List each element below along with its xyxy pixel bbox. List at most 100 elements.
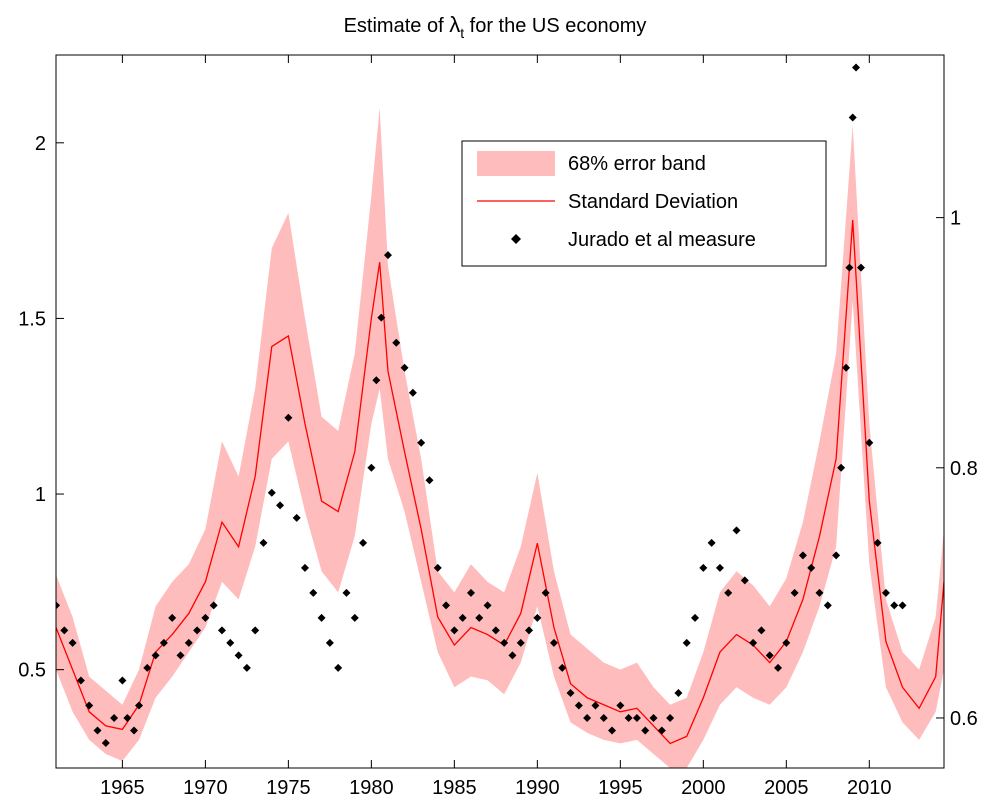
jurado-point (350, 613, 359, 622)
axes-frame (55, 54, 945, 769)
jurado-point (242, 663, 251, 672)
jurado-point (740, 576, 749, 585)
jurado-point (707, 538, 716, 547)
jurado-point (845, 263, 854, 272)
jurado-point (367, 463, 376, 472)
jurado-point (837, 463, 846, 472)
jurado-point (143, 663, 152, 672)
jurado-point (641, 726, 650, 735)
jurado-point (583, 713, 592, 722)
jurado-point (377, 313, 386, 322)
legend-band-swatch (477, 151, 555, 176)
jurado-point (558, 663, 567, 672)
jurado-point (682, 638, 691, 647)
jurado-point (591, 701, 600, 710)
jurado-point (56, 601, 60, 610)
jurado-point (798, 551, 807, 560)
jurado-point (267, 488, 276, 497)
jurado-point (325, 638, 334, 647)
jurado-point (159, 638, 168, 647)
jurado-point (657, 726, 666, 735)
jurado-point (599, 713, 608, 722)
y-left-tick-label: 2 (35, 133, 46, 155)
jurado-point (85, 701, 94, 710)
jurado-point (823, 601, 832, 610)
jurado-point (516, 638, 525, 647)
jurado-point (724, 588, 733, 597)
jurado-point (201, 613, 210, 622)
jurado-point (76, 676, 85, 685)
legend-marker-swatch (511, 234, 521, 244)
plot-area (56, 63, 944, 768)
y-right-tick-label: 0.8 (950, 458, 978, 480)
jurado-point (400, 363, 409, 372)
x-tick-label: 2000 (681, 777, 726, 797)
title-prefix: Estimate of (344, 15, 450, 37)
jurado-point (691, 613, 700, 622)
x-tick-label: 1980 (349, 777, 394, 797)
jurado-point (865, 438, 874, 447)
legend-label: Standard Deviation (568, 191, 738, 213)
svg-text:Estimate of λt for the US econ: Estimate of λt for the US economy (344, 12, 647, 41)
jurado-point (417, 438, 426, 447)
jurado-point (500, 638, 509, 647)
jurado-point (873, 538, 882, 547)
jurado-point (383, 251, 392, 260)
jurado-point (442, 601, 451, 610)
jurado-point (408, 388, 417, 397)
jurado-point (832, 551, 841, 560)
jurado-point (334, 663, 343, 672)
x-tick-label: 1970 (183, 777, 228, 797)
jurado-point (549, 638, 558, 647)
jurado-point (815, 588, 824, 597)
jurado-point (757, 626, 766, 635)
jurado-point (151, 651, 160, 660)
x-tick-label: 1990 (515, 777, 560, 797)
legend: 68% error band Standard Deviation Jurado e… (461, 140, 827, 267)
jurado-point (184, 638, 193, 647)
jurado-point (217, 626, 226, 635)
jurado-point (566, 688, 575, 697)
title-suffix: for the US economy (464, 15, 646, 37)
jurado-point (632, 713, 641, 722)
jurado-point (674, 688, 683, 697)
jurado-point (881, 588, 890, 597)
jurado-point (309, 588, 318, 597)
jurado-point (774, 663, 783, 672)
jurado-point (616, 701, 625, 710)
jurado-point (372, 376, 381, 385)
jurado-point (491, 626, 500, 635)
jurado-point (782, 638, 791, 647)
jurado-point (765, 651, 774, 660)
title-subscript: t (460, 25, 464, 41)
jurado-point (666, 713, 675, 722)
jurado-point (533, 613, 542, 622)
jurado-point (259, 538, 268, 547)
legend-label: 68% error band (568, 153, 706, 175)
jurado-point (624, 713, 633, 722)
jurado-point (475, 613, 484, 622)
jurado-point (525, 626, 534, 635)
jurado-point (483, 601, 492, 610)
y-left-tick-label: 1.5 (18, 308, 46, 330)
jurado-point (466, 588, 475, 597)
error-band (56, 107, 944, 768)
jurado-point (715, 563, 724, 572)
x-tick-label: 2005 (764, 777, 809, 797)
jurado-point (425, 476, 434, 485)
jurado-point (699, 563, 708, 572)
jurado-point (284, 413, 293, 422)
jurado-point (433, 563, 442, 572)
jurado-point (176, 651, 185, 660)
jurado-point (608, 726, 617, 735)
jurado-point (226, 638, 235, 647)
x-tick-label: 1965 (100, 777, 145, 797)
jurado-point (857, 263, 866, 272)
jurado-point (123, 713, 132, 722)
jurado-point (392, 338, 401, 347)
jurado-point (292, 513, 301, 522)
jurado-point (209, 601, 218, 610)
x-tick-label: 1995 (598, 777, 643, 797)
y-right-tick-label: 0.6 (950, 708, 978, 730)
jurado-point (234, 651, 243, 660)
